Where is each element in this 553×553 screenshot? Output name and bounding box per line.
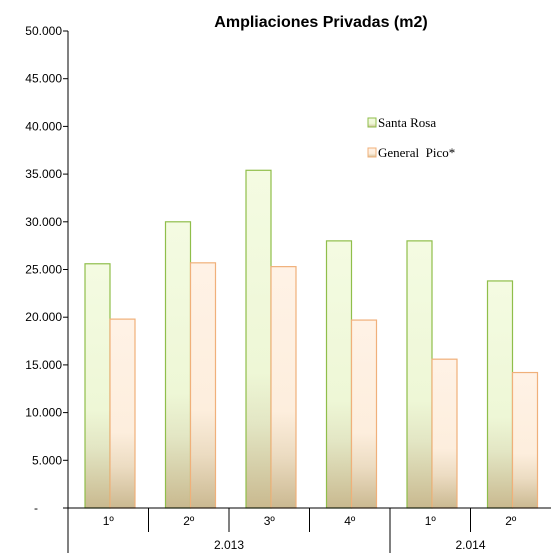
bar-general-pico-4 bbox=[350, 319, 378, 509]
y-tick-label: 25.000 bbox=[25, 263, 62, 277]
bar-general-pico-6 bbox=[511, 371, 539, 509]
x-tick-label: 4º bbox=[344, 514, 356, 528]
legend-label-general-pico: General Pico* bbox=[378, 145, 455, 160]
chart-title: Ampliaciones Privadas (m2) bbox=[214, 14, 427, 31]
y-tick-label: 40.000 bbox=[25, 119, 62, 133]
bar-general-pico-5 bbox=[431, 358, 458, 509]
x-tick-label: 2º bbox=[505, 514, 517, 528]
legend-swatch-santa-rosa bbox=[367, 117, 377, 128]
y-tick-label: - bbox=[34, 501, 38, 515]
bar-santa-rosa-1 bbox=[84, 263, 111, 509]
y-tick-label: 20.000 bbox=[25, 310, 62, 324]
x-group-label: 2.013 bbox=[214, 538, 244, 552]
x-tick-label: 3º bbox=[264, 514, 276, 528]
x-tick-label: 1º bbox=[103, 514, 115, 528]
bar-general-pico-3 bbox=[270, 266, 297, 509]
legend-label-santa-rosa: Santa Rosa bbox=[378, 115, 436, 130]
legend-swatch-general-pico bbox=[367, 147, 377, 158]
legend: Santa Rosa General Pico* bbox=[367, 115, 455, 160]
y-axis: - 5.000 10.000 15.000 20.000 25.000 30.000 35.0… bbox=[25, 24, 69, 515]
y-tick-label: 5.000 bbox=[32, 453, 62, 467]
y-tick-label: 45.000 bbox=[25, 72, 62, 86]
bar-santa-rosa-2 bbox=[164, 221, 192, 509]
bar-santa-rosa-5 bbox=[406, 240, 433, 509]
x-tick-label: 2º bbox=[183, 514, 195, 528]
bar-general-pico-1 bbox=[109, 318, 136, 509]
x-tick-label: 1º bbox=[425, 514, 437, 528]
bar-santa-rosa-6 bbox=[486, 280, 514, 509]
y-tick-label: 50.000 bbox=[25, 24, 62, 38]
x-group-label: 2.014 bbox=[455, 538, 485, 552]
y-tick-label: 35.000 bbox=[25, 167, 62, 181]
bar-santa-rosa-4 bbox=[325, 240, 353, 509]
y-tick-label: 10.000 bbox=[25, 406, 62, 420]
x-axis: 1º 2º 3º 4º 1º 2º 2.013 2.014 bbox=[67, 507, 551, 553]
bar-santa-rosa-3 bbox=[245, 169, 272, 509]
y-tick-label: 30.000 bbox=[25, 215, 62, 229]
y-tick-label: 15.000 bbox=[25, 358, 62, 372]
bar-general-pico-2 bbox=[189, 262, 217, 509]
bars bbox=[84, 169, 539, 509]
